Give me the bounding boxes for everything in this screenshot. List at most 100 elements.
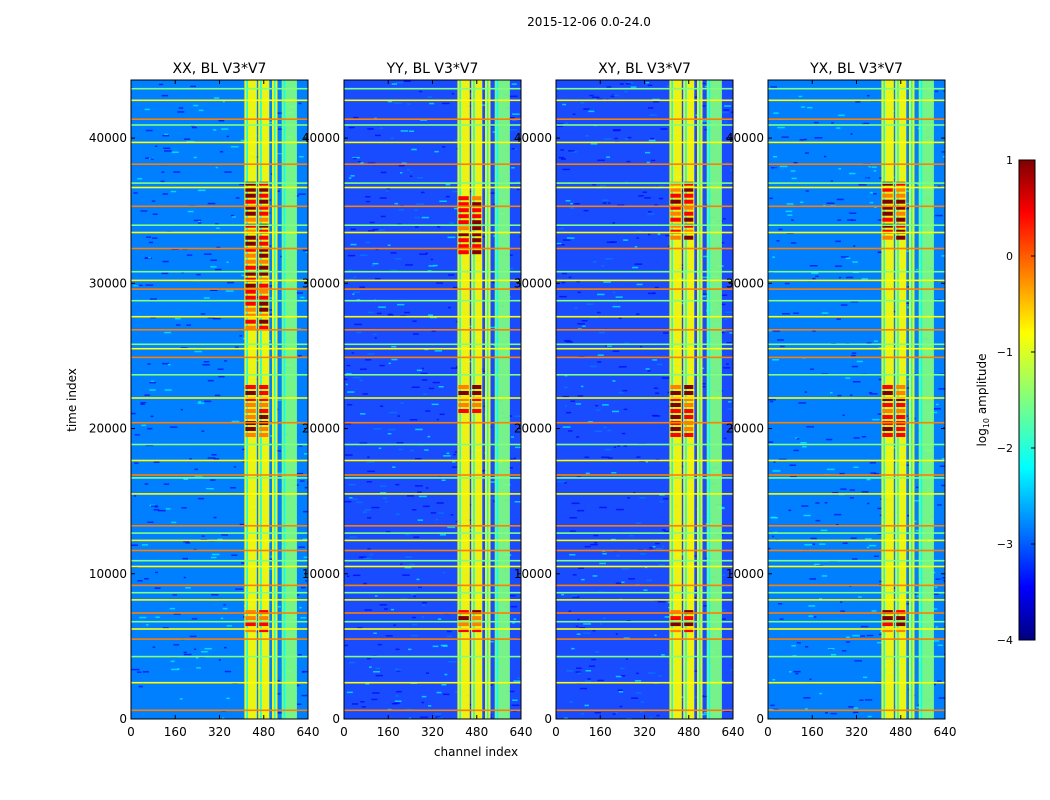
noise-texel (631, 697, 639, 699)
noise-texel (193, 219, 202, 222)
noise-texel (207, 457, 216, 459)
noise-texel (234, 346, 239, 348)
noise-texel (645, 368, 650, 370)
noise-texel (594, 542, 598, 544)
noise-texel (809, 678, 812, 681)
noise-texel (578, 328, 582, 330)
noise-texel (400, 402, 404, 404)
rfi-row (344, 270, 521, 273)
noise-texel (562, 272, 567, 275)
noise-texel (144, 257, 152, 259)
noise-texel (212, 273, 220, 276)
noise-texel (777, 126, 785, 129)
noise-texel (480, 183, 488, 186)
noise-texel (793, 162, 798, 164)
noise-texel (362, 511, 367, 513)
noise-texel (799, 139, 805, 141)
rfi-row (131, 421, 308, 424)
noise-texel (416, 578, 420, 581)
noise-texel (197, 253, 204, 255)
hot-blob (896, 628, 906, 633)
noise-texel (941, 524, 944, 526)
noise-texel (871, 166, 877, 168)
noise-texel (168, 698, 171, 701)
noise-texel (414, 485, 423, 487)
rfi-row (556, 329, 733, 331)
noise-texel (650, 159, 656, 162)
noise-texel (235, 588, 244, 590)
noise-texel (793, 449, 799, 452)
rfi-row (344, 525, 521, 527)
noise-texel (807, 264, 810, 266)
panel-xy: XY, BL V3*V70 160 320 480 640010000200003000… (514, 61, 745, 739)
hot-blob (472, 391, 482, 395)
noise-texel (636, 237, 639, 239)
noise-texel (218, 375, 225, 378)
noise-texel (789, 671, 792, 673)
noise-texel (516, 278, 521, 280)
noise-texel (812, 543, 815, 545)
rfi-row (344, 186, 521, 189)
noise-texel (443, 693, 450, 696)
noise-texel (606, 156, 610, 158)
noise-texel (866, 478, 871, 481)
noise-texel (215, 166, 218, 169)
noise-texel (579, 687, 587, 690)
hot-blob (245, 628, 256, 633)
noise-texel (408, 648, 412, 651)
noise-texel (183, 478, 188, 480)
noise-texel (570, 207, 575, 209)
noise-texel (277, 472, 283, 475)
noise-texel (636, 672, 639, 675)
noise-texel (240, 386, 244, 388)
noise-texel (305, 251, 308, 253)
noise-texel (587, 678, 591, 680)
noise-texel (511, 704, 520, 706)
y-tick-label: 30000 (726, 276, 764, 290)
noise-texel (906, 464, 909, 466)
noise-texel (345, 423, 352, 425)
noise-texel (161, 365, 168, 367)
noise-texel (618, 392, 624, 394)
noise-texel (835, 240, 841, 243)
noise-texel (598, 331, 605, 334)
noise-texel (722, 111, 729, 114)
noise-texel (301, 671, 305, 673)
noise-texel (623, 239, 629, 241)
hot-blob (458, 208, 469, 213)
noise-texel (821, 575, 828, 577)
noise-texel (654, 634, 657, 636)
noise-texel (240, 139, 248, 142)
rfi-row (344, 397, 521, 399)
noise-texel (217, 499, 221, 501)
noise-texel (367, 162, 376, 164)
noise-texel (434, 713, 442, 715)
rfi-row (344, 288, 521, 290)
noise-texel (580, 713, 585, 715)
noise-texel (850, 537, 857, 539)
noise-texel (570, 530, 576, 532)
rfi-row (131, 182, 308, 184)
hot-blob (684, 205, 694, 210)
hot-blob (472, 196, 482, 201)
noise-texel (571, 595, 578, 597)
noise-texel (170, 424, 177, 426)
noise-texel (521, 175, 525, 177)
noise-texel (492, 281, 495, 284)
rfi-row (344, 279, 521, 282)
noise-texel (654, 286, 659, 289)
rfi-row (556, 638, 733, 640)
noise-texel (824, 155, 827, 158)
noise-texel (447, 526, 456, 529)
noise-texel (151, 505, 158, 507)
noise-texel (702, 695, 709, 698)
noise-texel (594, 712, 601, 714)
noise-texel (726, 342, 732, 344)
noise-texel (592, 183, 596, 186)
noise-texel (867, 715, 872, 718)
noise-texel (207, 317, 215, 319)
hot-blob (896, 415, 906, 419)
noise-texel (450, 367, 459, 369)
noise-texel (830, 146, 837, 148)
noise-texel (302, 670, 308, 673)
